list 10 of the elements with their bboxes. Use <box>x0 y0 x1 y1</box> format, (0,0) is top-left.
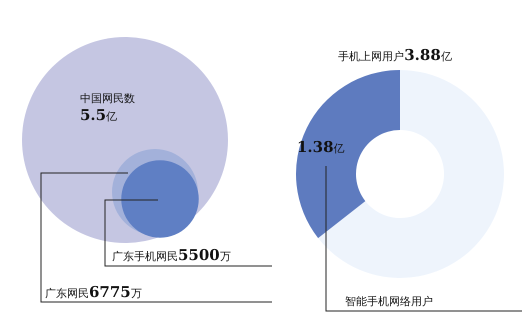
slice-label: 智能手机网络用户 <box>345 295 433 308</box>
category-label: 广东网民 <box>45 287 89 300</box>
category-label: 中国网民数 <box>80 92 135 105</box>
donut-slice <box>296 70 400 238</box>
data-label: 6775万 <box>89 283 142 301</box>
data-label: 5500万 <box>178 246 231 264</box>
data-label: 1.38亿 <box>297 138 345 156</box>
chart-title: 手机上网用户3.88亿 <box>338 46 452 64</box>
data-label: 5.5亿 <box>80 106 118 124</box>
category-label: 广东手机网民 <box>112 250 178 263</box>
